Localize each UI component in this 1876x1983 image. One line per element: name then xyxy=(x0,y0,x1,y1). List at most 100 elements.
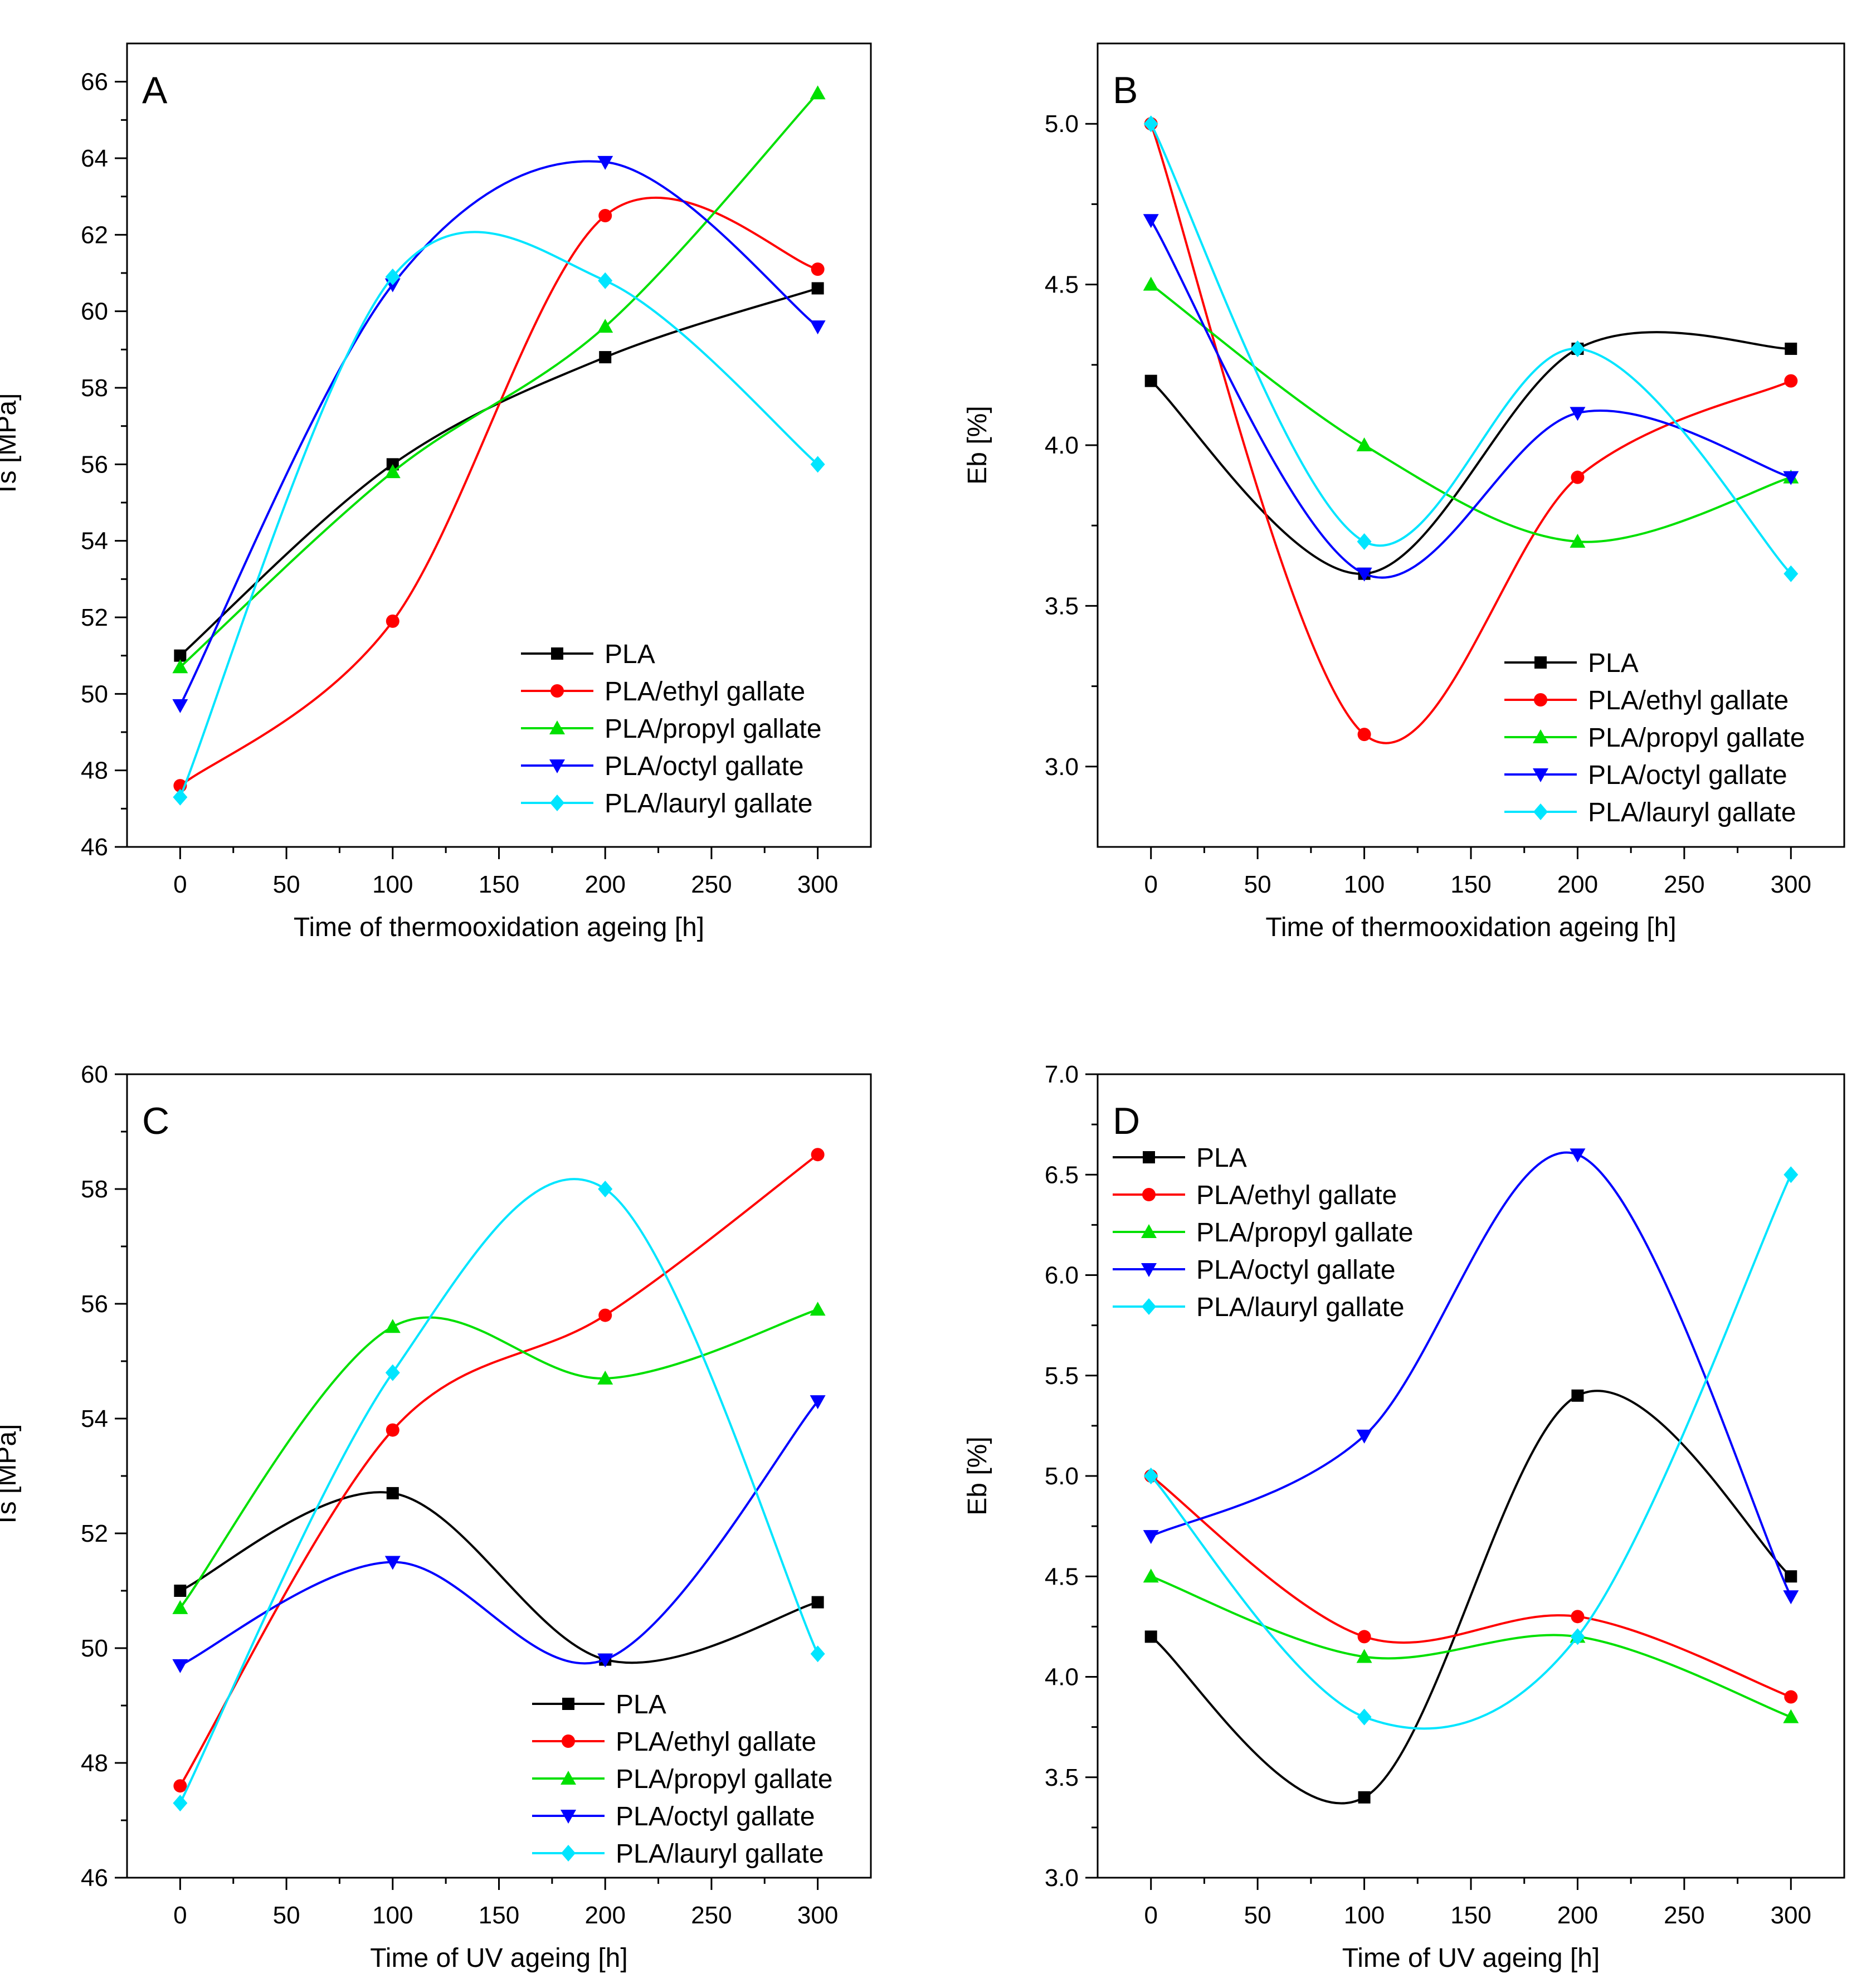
legend-label-pla-octyl-gallate-c: PLA/octyl gallate xyxy=(616,1802,815,1831)
data-point-pla-propyl-gallate-c xyxy=(810,1302,826,1316)
series-line-pla-ethyl-gallate-c xyxy=(179,1153,818,1787)
x-tick-label-d: 150 xyxy=(1450,1902,1491,1929)
panel-label-a: A xyxy=(142,69,168,111)
y-tick-label-a: 60 xyxy=(81,298,108,325)
x-tick-label-c: 150 xyxy=(479,1902,519,1929)
panel-label-b: B xyxy=(1113,69,1138,111)
data-point-pla-ethyl-gallate-c xyxy=(811,1148,825,1162)
x-tick-label-d: 50 xyxy=(1244,1902,1271,1929)
panel-c: C Time of UV ageing [h] Ts [MPa] 0 50 100 1… xyxy=(0,1061,872,1973)
y-tick-label-b: 3.5 xyxy=(1045,592,1079,620)
x-tick-label-c: 200 xyxy=(585,1902,626,1929)
data-point-pla-ethyl-gallate-d xyxy=(1571,1610,1585,1624)
legend-label-pla-propyl-gallate-d: PLA/propyl gallate xyxy=(1196,1218,1414,1248)
data-point-pla-octyl-gallate-b xyxy=(1356,567,1372,582)
x-tick-label-b: 250 xyxy=(1664,871,1704,898)
legend-label-pla-propyl-gallate-a: PLA/propyl gallate xyxy=(605,714,822,744)
data-point-pla-lauryl-gallate-a xyxy=(385,268,400,285)
x-tick-label-c: 0 xyxy=(173,1902,187,1929)
y-tick-label-a: 66 xyxy=(81,69,108,96)
data-point-pla-propyl-gallate-a xyxy=(384,464,401,479)
data-point-pla-propyl-gallate-c xyxy=(384,1319,401,1333)
x-axis-title-c: Time of UV ageing [h] xyxy=(370,1943,627,1973)
legend-marker-pla-lauryl-gallate-b xyxy=(1533,803,1548,820)
data-point-pla-octyl-gallate-c xyxy=(384,1556,401,1570)
y-tick-label-c: 46 xyxy=(81,1864,108,1892)
y-tick-label-c: 60 xyxy=(81,1061,108,1088)
legend-marker-pla-c xyxy=(562,1698,574,1710)
data-point-pla-lauryl-gallate-b xyxy=(1143,115,1158,133)
x-tick-label-b: 300 xyxy=(1771,871,1811,898)
y-tick-label-d: 7.0 xyxy=(1045,1061,1079,1088)
x-tick-label-a: 150 xyxy=(479,871,519,898)
legend-label-pla-lauryl-gallate-b: PLA/lauryl gallate xyxy=(1588,798,1796,827)
y-tick-label-a: 62 xyxy=(81,221,108,249)
data-point-pla-ethyl-gallate-a xyxy=(811,262,825,276)
y-tick-label-d: 6.0 xyxy=(1045,1262,1079,1289)
data-point-pla-a xyxy=(174,649,187,662)
y-tick-label-c: 54 xyxy=(81,1405,108,1433)
y-axis-title-c: Ts [MPa] xyxy=(0,1424,22,1528)
data-point-pla-lauryl-gallate-a xyxy=(810,456,825,473)
data-point-pla-propyl-gallate-a xyxy=(172,659,188,674)
legend-marker-pla-propyl-gallate-b xyxy=(1533,729,1548,743)
data-point-pla-ethyl-gallate-d xyxy=(1357,1630,1371,1644)
data-point-pla-propyl-gallate-c xyxy=(597,1370,613,1385)
y-tick-label-d: 3.0 xyxy=(1045,1864,1079,1892)
series-line-pla-c xyxy=(179,1491,818,1664)
data-point-pla-lauryl-gallate-a xyxy=(598,272,613,289)
data-point-pla-lauryl-gallate-c xyxy=(173,1795,188,1812)
y-tick-label-d: 4.5 xyxy=(1045,1563,1079,1590)
y-tick-label-c: 58 xyxy=(81,1176,108,1203)
series-line-pla-ethyl-gallate-b xyxy=(1149,123,1792,744)
series-line-pla-propyl-gallate-c xyxy=(179,1308,818,1609)
legend-label-pla-ethyl-gallate-b: PLA/ethyl gallate xyxy=(1588,686,1789,715)
y-tick-label-d: 4.0 xyxy=(1045,1664,1079,1691)
data-point-pla-octyl-gallate-a xyxy=(597,155,613,170)
legend-marker-pla-ethyl-gallate-c xyxy=(562,1734,575,1748)
data-point-pla-ethyl-gallate-b xyxy=(1784,374,1798,388)
data-point-pla-octyl-gallate-b xyxy=(1783,471,1799,485)
data-point-pla-c xyxy=(174,1585,187,1597)
x-axis-title-b: Time of thermooxidation ageing [h] xyxy=(1265,913,1676,942)
legend-marker-pla-octyl-gallate-a xyxy=(549,759,565,773)
legend-label-pla-octyl-gallate-d: PLA/octyl gallate xyxy=(1196,1255,1396,1285)
y-axis-title-b: Eb [%] xyxy=(963,406,992,484)
series-line-pla-octyl-gallate-a xyxy=(179,160,818,706)
x-tick-label-b: 150 xyxy=(1450,871,1491,898)
data-point-pla-a xyxy=(599,351,612,364)
data-point-pla-ethyl-gallate-d xyxy=(1784,1690,1798,1704)
y-tick-label-b: 3.0 xyxy=(1045,753,1079,781)
y-tick-label-a: 50 xyxy=(81,680,108,708)
x-tick-label-c: 300 xyxy=(797,1902,838,1929)
series-line-pla-b xyxy=(1150,331,1791,575)
legend-marker-pla-lauryl-gallate-d xyxy=(1142,1298,1156,1315)
y-tick-label-b: 5.0 xyxy=(1045,110,1079,138)
y-tick-label-b: 4.5 xyxy=(1045,271,1079,299)
x-tick-label-a: 250 xyxy=(691,871,732,898)
series-line-pla-lauryl-gallate-a xyxy=(179,231,818,798)
legend-label-pla-propyl-gallate-b: PLA/propyl gallate xyxy=(1588,723,1805,753)
legend-marker-pla-b xyxy=(1534,656,1547,669)
x-axis-title-d: Time of UV ageing [h] xyxy=(1342,1943,1600,1973)
data-point-pla-octyl-gallate-b xyxy=(1143,214,1159,228)
x-tick-label-b: 0 xyxy=(1144,871,1157,898)
data-point-pla-lauryl-gallate-a xyxy=(173,788,188,806)
y-tick-label-c: 50 xyxy=(81,1635,108,1662)
x-tick-label-b: 200 xyxy=(1557,871,1598,898)
panel-label-c: C xyxy=(142,1100,169,1142)
legend-marker-pla-octyl-gallate-c xyxy=(561,1810,576,1824)
x-tick-label-b: 100 xyxy=(1344,871,1385,898)
legend-marker-pla-octyl-gallate-d xyxy=(1141,1263,1157,1277)
legend-label-pla-ethyl-gallate-a: PLA/ethyl gallate xyxy=(605,677,805,707)
series-line-pla-propyl-gallate-d xyxy=(1150,1575,1792,1718)
x-tick-label-a: 200 xyxy=(585,871,626,898)
data-point-pla-octyl-gallate-b xyxy=(1570,407,1586,421)
x-axis-title-a: Time of thermooxidation ageing [h] xyxy=(294,913,704,942)
y-tick-label-d: 6.5 xyxy=(1045,1161,1079,1188)
legend-marker-pla-d xyxy=(1143,1151,1155,1163)
series-line-pla-propyl-gallate-b xyxy=(1150,284,1791,543)
series-line-pla-a xyxy=(179,287,818,657)
y-tick-label-c: 52 xyxy=(81,1520,108,1547)
data-point-pla-b xyxy=(1144,374,1157,387)
